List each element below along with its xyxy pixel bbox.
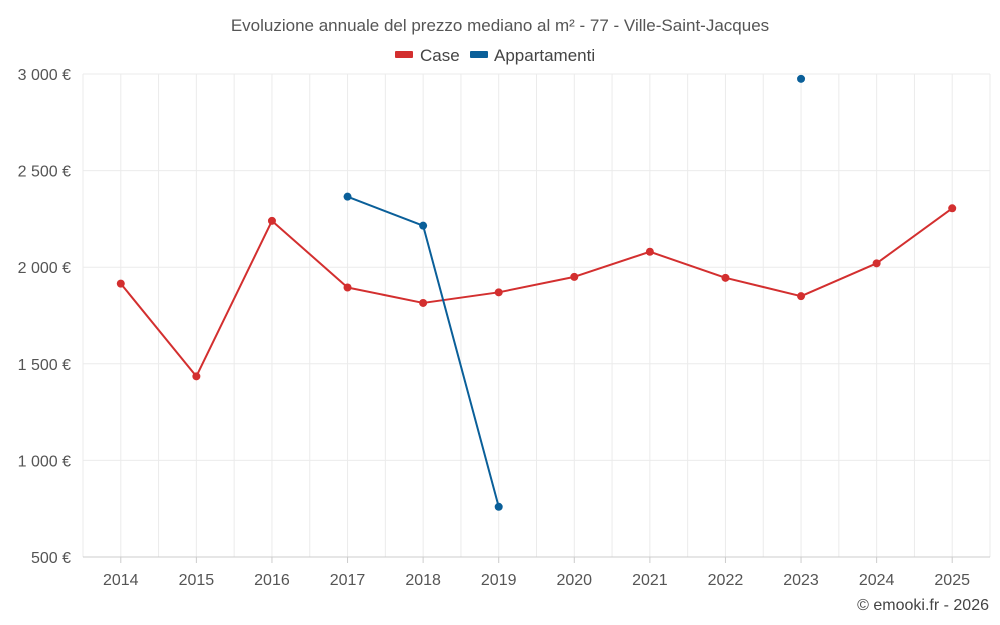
x-tick-label: 2018 [405, 572, 441, 589]
data-point [797, 74, 806, 83]
data-point [267, 216, 276, 225]
data-point [872, 259, 881, 268]
x-tick-label: 2020 [556, 572, 592, 589]
y-tick-label: 2 500 € [18, 164, 71, 181]
data-point [721, 273, 730, 282]
chart-title: Evoluzione annuale del prezzo mediano al… [231, 16, 769, 35]
data-point [192, 372, 201, 381]
legend-label: Case [420, 46, 460, 65]
legend-label: Appartamenti [494, 46, 595, 65]
data-point [494, 288, 503, 297]
data-point [494, 502, 503, 511]
y-tick-label: 500 € [31, 550, 71, 567]
data-point [645, 247, 654, 256]
series-line [120, 207, 953, 378]
y-tick-label: 1 000 € [18, 453, 71, 470]
credit-text: © emooki.fr - 2026 [857, 597, 989, 614]
x-tick-label: 2022 [708, 572, 744, 589]
y-tick-label: 1 500 € [18, 357, 71, 374]
x-tick-label: 2014 [103, 572, 139, 589]
data-point [419, 298, 428, 307]
data-point [570, 272, 579, 281]
x-tick-label: 2015 [179, 572, 215, 589]
data-point [948, 204, 957, 213]
x-tick-label: 2023 [783, 572, 819, 589]
series-appartamenti [343, 74, 806, 511]
data-point [797, 292, 806, 301]
legend: Case Appartamenti [395, 46, 595, 65]
data-point [419, 221, 428, 230]
data-point [116, 279, 125, 288]
grid [82, 73, 991, 557]
data-point [343, 283, 352, 292]
x-tick-label: 2025 [934, 572, 970, 589]
x-tick-label: 2024 [859, 572, 895, 589]
axes: 500 € 1 000 € 1 500 € 2 000 € 2 500 € 3 000 €… [18, 67, 990, 589]
series-case [116, 204, 957, 381]
y-tick-label: 2 000 € [18, 260, 71, 277]
x-tick-label: 2017 [330, 572, 366, 589]
y-tick-label: 3 000 € [18, 67, 71, 84]
legend-swatch [470, 51, 488, 58]
x-tick-label: 2016 [254, 572, 290, 589]
series [116, 74, 957, 511]
x-tick-label: 2019 [481, 572, 517, 589]
data-point [343, 192, 352, 201]
legend-swatch [395, 51, 413, 58]
x-tick-label: 2021 [632, 572, 668, 589]
